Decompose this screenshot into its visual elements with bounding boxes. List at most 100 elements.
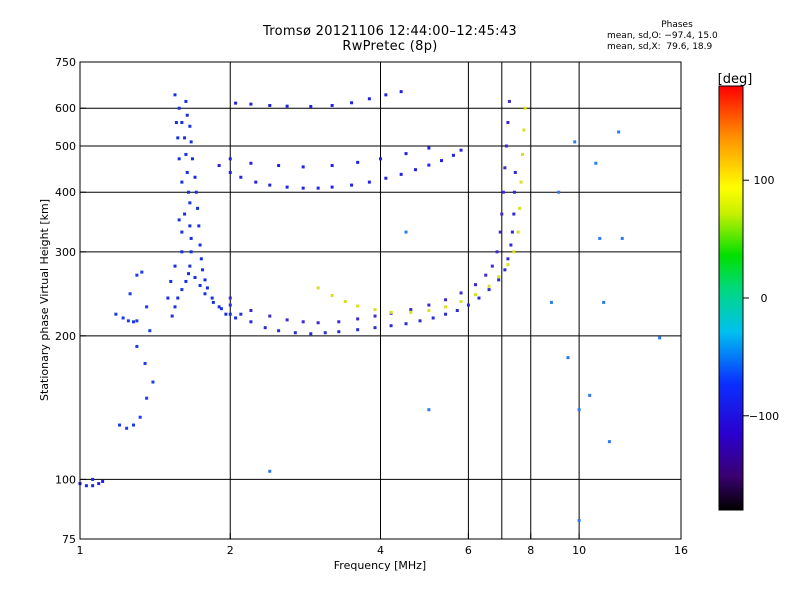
data-point <box>180 250 184 254</box>
data-point <box>193 276 197 280</box>
data-point <box>316 186 320 190</box>
data-point <box>404 230 408 234</box>
data-point <box>293 331 297 335</box>
data-point <box>174 121 178 125</box>
data-point <box>101 479 105 483</box>
data-point <box>301 186 305 190</box>
y-tick-label: 100 <box>55 473 76 486</box>
data-point <box>180 180 184 184</box>
data-point <box>399 90 403 94</box>
data-point <box>301 320 305 324</box>
data-point <box>180 121 184 125</box>
data-point <box>503 268 507 272</box>
data-point <box>277 164 281 168</box>
data-point <box>577 408 581 412</box>
x-tick-label: 6 <box>465 544 472 557</box>
data-point <box>205 286 209 290</box>
data-point <box>459 148 463 152</box>
data-point <box>512 212 516 216</box>
data-point <box>188 124 192 128</box>
data-point <box>84 484 88 488</box>
data-point <box>135 344 139 348</box>
data-point <box>277 329 281 333</box>
data-point <box>427 163 431 167</box>
data-point <box>185 113 189 117</box>
data-point <box>427 303 431 307</box>
data-point <box>384 176 388 180</box>
y-tick-label: 400 <box>55 186 76 199</box>
data-point <box>490 264 494 268</box>
data-point <box>373 314 377 318</box>
data-point <box>189 250 193 254</box>
data-point <box>170 314 174 318</box>
data-point <box>228 170 232 174</box>
data-point <box>249 308 253 312</box>
data-point <box>658 336 662 340</box>
data-point <box>577 519 581 523</box>
data-point <box>516 230 520 234</box>
data-point <box>268 314 272 318</box>
data-point <box>444 298 448 302</box>
data-point <box>203 292 207 296</box>
data-point <box>173 305 177 309</box>
data-point <box>138 415 142 419</box>
colorbar-ticks: 100 0 −100 <box>743 174 779 423</box>
data-point <box>440 159 444 163</box>
data-point <box>337 320 341 324</box>
data-point <box>323 331 327 335</box>
data-point <box>254 180 258 184</box>
data-point <box>343 300 347 304</box>
data-point <box>506 121 510 125</box>
data-point <box>356 328 360 332</box>
data-point <box>180 288 184 292</box>
data-point <box>132 320 136 324</box>
axis-ticks: 1 2 4 6 8 10 16 75 100 200 300 400 500 600 750 <box>55 56 688 557</box>
data-point <box>285 185 289 189</box>
data-point <box>199 257 203 261</box>
data-point <box>389 324 393 328</box>
y-tick-label: 750 <box>55 56 76 69</box>
data-point <box>506 257 510 261</box>
data-point <box>588 393 592 397</box>
chart-subtitle: RwPretec (8p) <box>342 39 438 54</box>
data-point <box>549 300 553 304</box>
data-point <box>497 278 501 282</box>
data-point <box>140 270 144 274</box>
data-point <box>219 307 223 311</box>
data-point <box>330 164 334 168</box>
data-point <box>268 469 272 473</box>
data-point <box>190 157 194 161</box>
data-point <box>143 361 147 365</box>
data-point <box>128 292 132 296</box>
data-point <box>350 101 354 105</box>
data-point <box>451 153 455 157</box>
data-point <box>594 161 598 165</box>
x-tick-label: 8 <box>527 544 534 557</box>
data-point <box>187 190 191 194</box>
x-tick-label: 2 <box>227 544 234 557</box>
data-point <box>413 168 417 172</box>
data-point <box>367 97 371 101</box>
data-points <box>78 90 662 523</box>
data-point <box>484 273 488 277</box>
data-point <box>487 288 491 292</box>
x-tick-label: 1 <box>77 544 84 557</box>
data-point <box>91 484 95 488</box>
data-point <box>228 303 232 307</box>
data-point <box>184 99 188 103</box>
data-point <box>173 93 177 97</box>
data-point <box>431 316 435 320</box>
data-point <box>427 146 431 150</box>
data-point <box>573 140 577 144</box>
colorbar-unit-label: [deg] <box>718 72 753 87</box>
data-point <box>497 275 501 279</box>
data-point <box>473 283 477 287</box>
y-tick-label: 500 <box>55 140 76 153</box>
data-point <box>301 165 305 169</box>
data-point <box>602 300 606 304</box>
y-tick-label: 75 <box>62 533 76 546</box>
colorbar <box>718 85 744 511</box>
data-point <box>224 312 228 316</box>
data-point <box>477 296 481 300</box>
